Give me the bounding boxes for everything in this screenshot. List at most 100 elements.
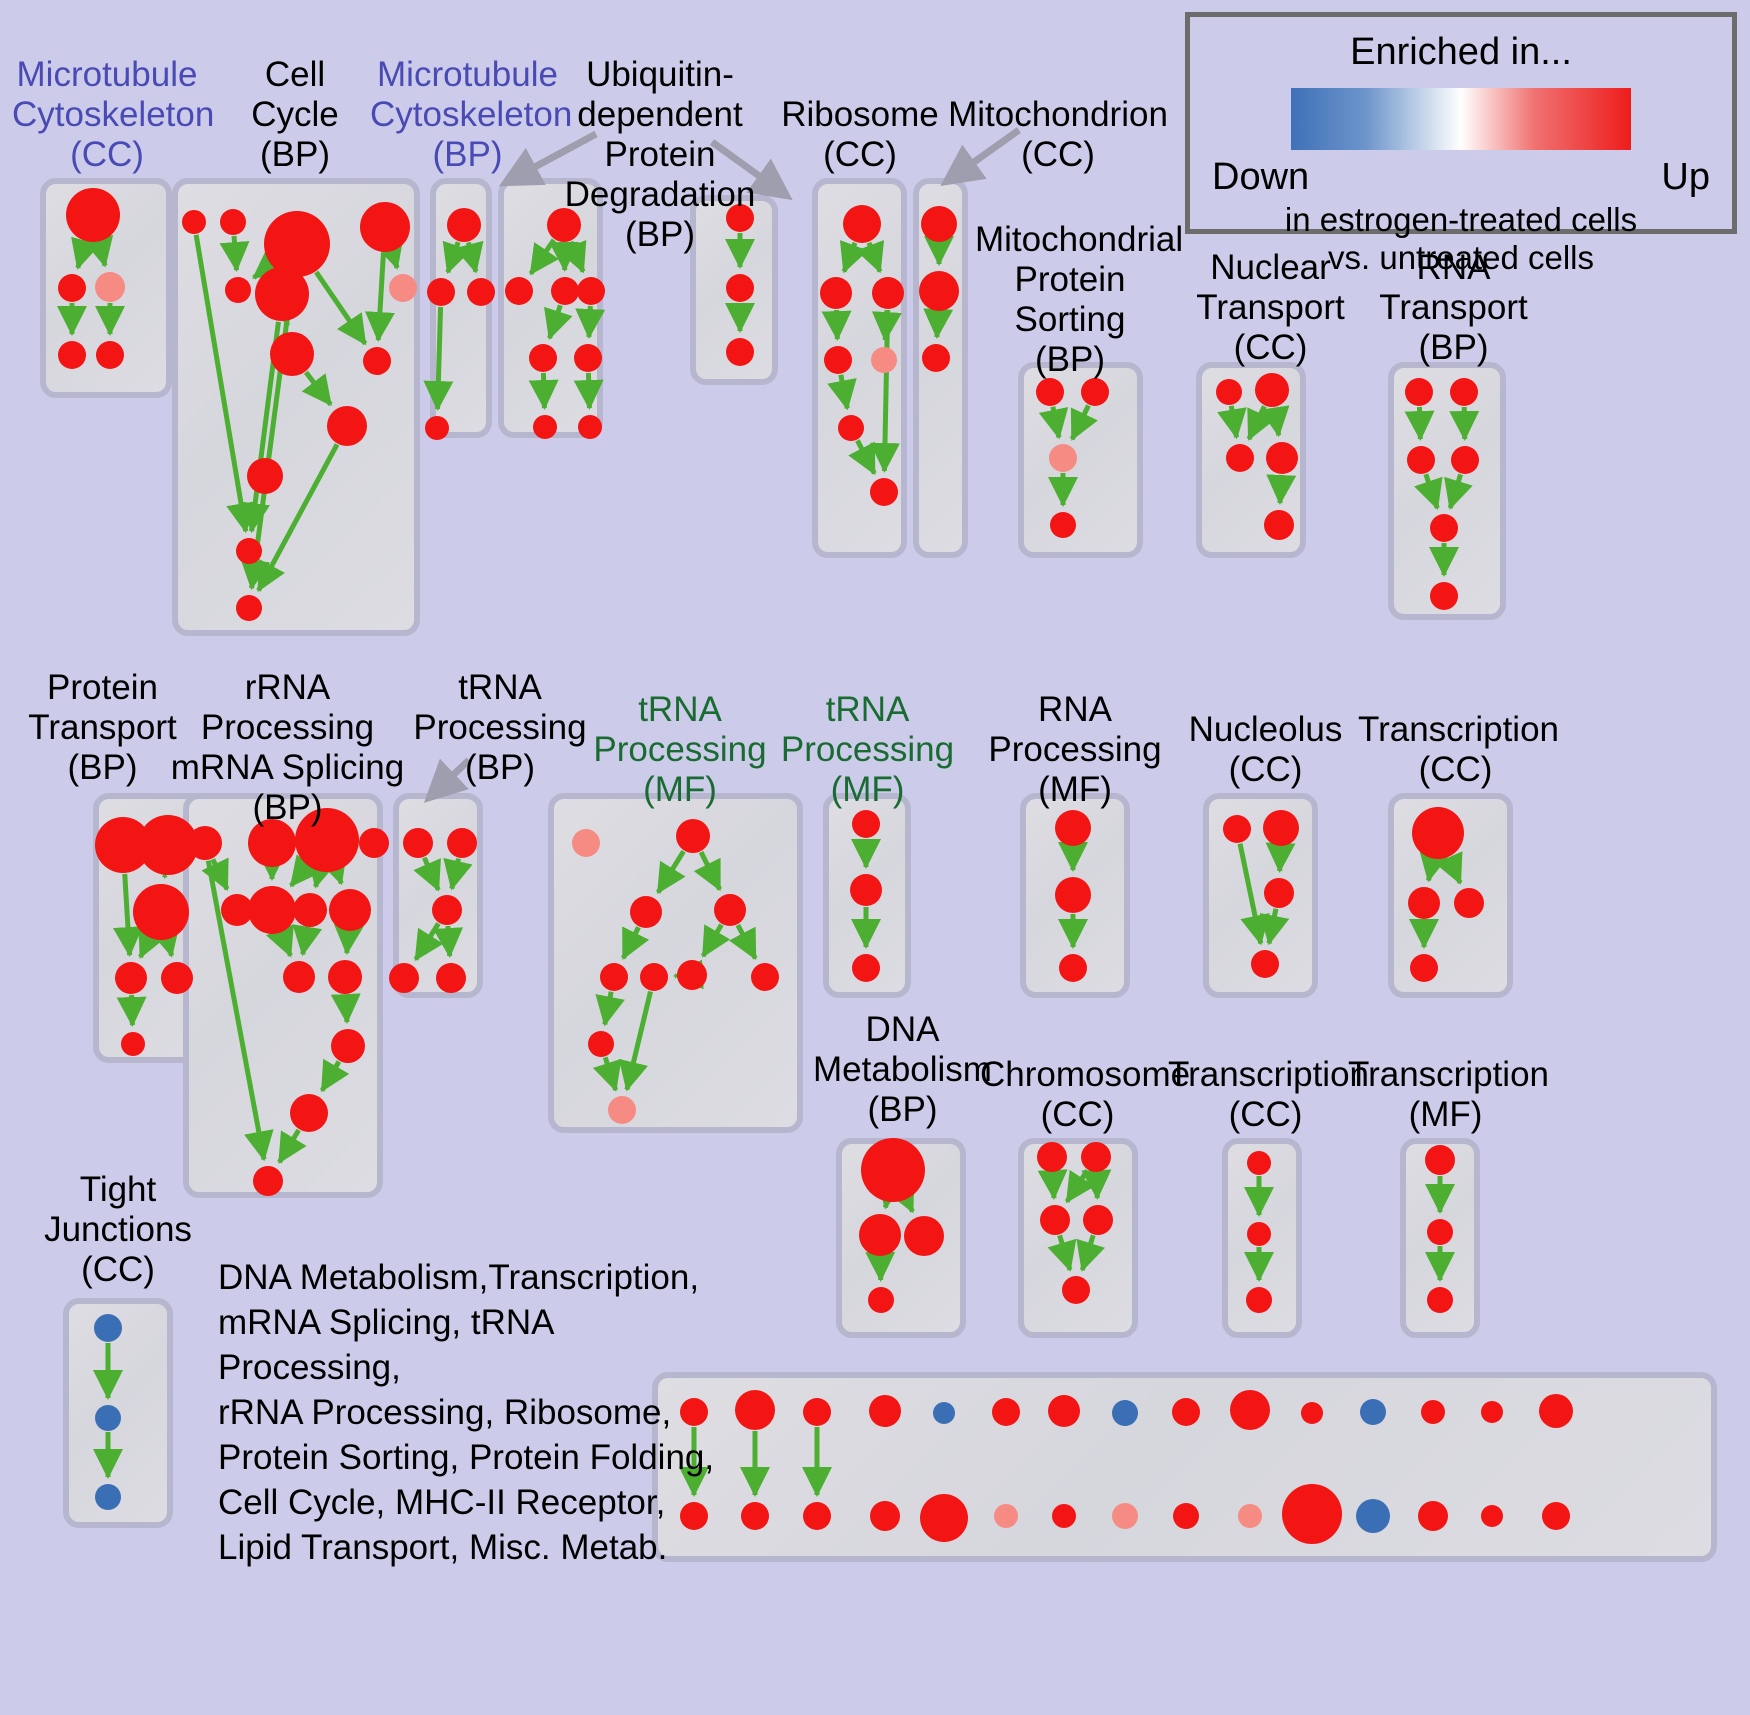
gene-node[interactable]	[1230, 1390, 1270, 1430]
gene-node[interactable]	[221, 894, 253, 926]
gene-node[interactable]	[220, 209, 246, 235]
gene-node[interactable]	[236, 538, 262, 564]
gene-node[interactable]	[859, 1214, 901, 1256]
gene-node[interactable]	[359, 828, 389, 858]
gene-node[interactable]	[1247, 1222, 1271, 1246]
gene-node[interactable]	[331, 1029, 365, 1063]
gene-node[interactable]	[803, 1398, 831, 1426]
gene-node[interactable]	[677, 960, 707, 990]
gene-node[interactable]	[290, 1094, 328, 1132]
gene-node[interactable]	[1356, 1499, 1390, 1533]
gene-node[interactable]	[255, 267, 309, 321]
gene-node[interactable]	[1055, 810, 1091, 846]
gene-node[interactable]	[600, 963, 628, 991]
gene-node[interactable]	[1450, 378, 1478, 406]
gene-node[interactable]	[1407, 446, 1435, 474]
gene-node[interactable]	[1430, 582, 1458, 610]
gene-node[interactable]	[861, 1138, 925, 1202]
gene-node[interactable]	[1216, 379, 1242, 405]
gene-node[interactable]	[1451, 446, 1479, 474]
gene-node[interactable]	[363, 347, 391, 375]
gene-node[interactable]	[66, 188, 120, 242]
gene-node[interactable]	[920, 1494, 968, 1542]
gene-node[interactable]	[188, 826, 222, 860]
gene-node[interactable]	[1408, 887, 1440, 919]
gene-node[interactable]	[820, 277, 852, 309]
gene-node[interactable]	[735, 1390, 775, 1430]
gene-node[interactable]	[360, 202, 410, 252]
gene-node[interactable]	[329, 889, 371, 931]
gene-node[interactable]	[58, 341, 86, 369]
gene-node[interactable]	[121, 1032, 145, 1056]
gene-node[interactable]	[161, 962, 193, 994]
gene-node[interactable]	[1081, 1142, 1111, 1172]
gene-node[interactable]	[1263, 810, 1299, 846]
gene-node[interactable]	[588, 1031, 614, 1057]
gene-node[interactable]	[868, 1287, 894, 1313]
gene-node[interactable]	[1059, 954, 1087, 982]
gene-node[interactable]	[1081, 378, 1109, 406]
gene-node[interactable]	[869, 1395, 901, 1427]
gene-node[interactable]	[751, 963, 779, 991]
gene-node[interactable]	[994, 1504, 1018, 1528]
gene-node[interactable]	[1430, 514, 1458, 542]
gene-node[interactable]	[1050, 512, 1076, 538]
gene-node[interactable]	[94, 1314, 122, 1342]
gene-node[interactable]	[904, 1216, 944, 1256]
gene-node[interactable]	[714, 894, 746, 926]
gene-node[interactable]	[115, 962, 147, 994]
gene-node[interactable]	[295, 808, 359, 872]
gene-node[interactable]	[850, 874, 882, 906]
gene-node[interactable]	[1238, 1504, 1262, 1528]
gene-node[interactable]	[726, 204, 754, 232]
gene-node[interactable]	[547, 208, 581, 242]
gene-node[interactable]	[838, 415, 864, 441]
gene-node[interactable]	[1301, 1402, 1323, 1424]
gene-node[interactable]	[630, 896, 662, 928]
gene-node[interactable]	[248, 886, 296, 934]
gene-node[interactable]	[253, 1166, 283, 1196]
gene-node[interactable]	[1055, 877, 1091, 913]
gene-node[interactable]	[95, 817, 151, 873]
gene-node[interactable]	[1427, 1287, 1453, 1313]
gene-node[interactable]	[803, 1502, 831, 1530]
gene-node[interactable]	[919, 271, 959, 311]
gene-node[interactable]	[247, 458, 283, 494]
gene-node[interactable]	[328, 960, 362, 994]
gene-node[interactable]	[283, 961, 315, 993]
gene-node[interactable]	[1083, 1205, 1113, 1235]
gene-node[interactable]	[574, 344, 602, 372]
gene-node[interactable]	[921, 206, 957, 242]
gene-node[interactable]	[1481, 1505, 1503, 1527]
gene-node[interactable]	[1539, 1394, 1573, 1428]
gene-node[interactable]	[1266, 442, 1298, 474]
cluster-box-transcription-cc-1[interactable]	[1388, 793, 1513, 998]
gene-node[interactable]	[852, 810, 880, 838]
gene-node[interactable]	[1052, 1504, 1076, 1528]
gene-node[interactable]	[1112, 1400, 1138, 1426]
gene-node[interactable]	[726, 338, 754, 366]
gene-node[interactable]	[1421, 1400, 1445, 1424]
gene-node[interactable]	[133, 884, 189, 940]
gene-node[interactable]	[992, 1398, 1020, 1426]
gene-node[interactable]	[270, 332, 314, 376]
gene-node[interactable]	[533, 415, 557, 439]
gene-node[interactable]	[676, 819, 710, 853]
gene-node[interactable]	[933, 1402, 955, 1424]
gene-node[interactable]	[529, 344, 557, 372]
gene-node[interactable]	[1255, 373, 1289, 407]
gene-node[interactable]	[1425, 1145, 1455, 1175]
gene-node[interactable]	[403, 828, 433, 858]
gene-node[interactable]	[680, 1398, 708, 1426]
gene-node[interactable]	[1251, 950, 1279, 978]
cluster-box-rna-transport-bp[interactable]	[1388, 362, 1506, 620]
gene-node[interactable]	[1112, 1503, 1138, 1529]
gene-node[interactable]	[1247, 1151, 1271, 1175]
gene-node[interactable]	[467, 278, 495, 306]
gene-node[interactable]	[871, 347, 897, 373]
gene-node[interactable]	[870, 1501, 900, 1531]
gene-node[interactable]	[872, 277, 904, 309]
gene-node[interactable]	[843, 205, 881, 243]
gene-node[interactable]	[327, 406, 367, 446]
gene-node[interactable]	[436, 963, 466, 993]
